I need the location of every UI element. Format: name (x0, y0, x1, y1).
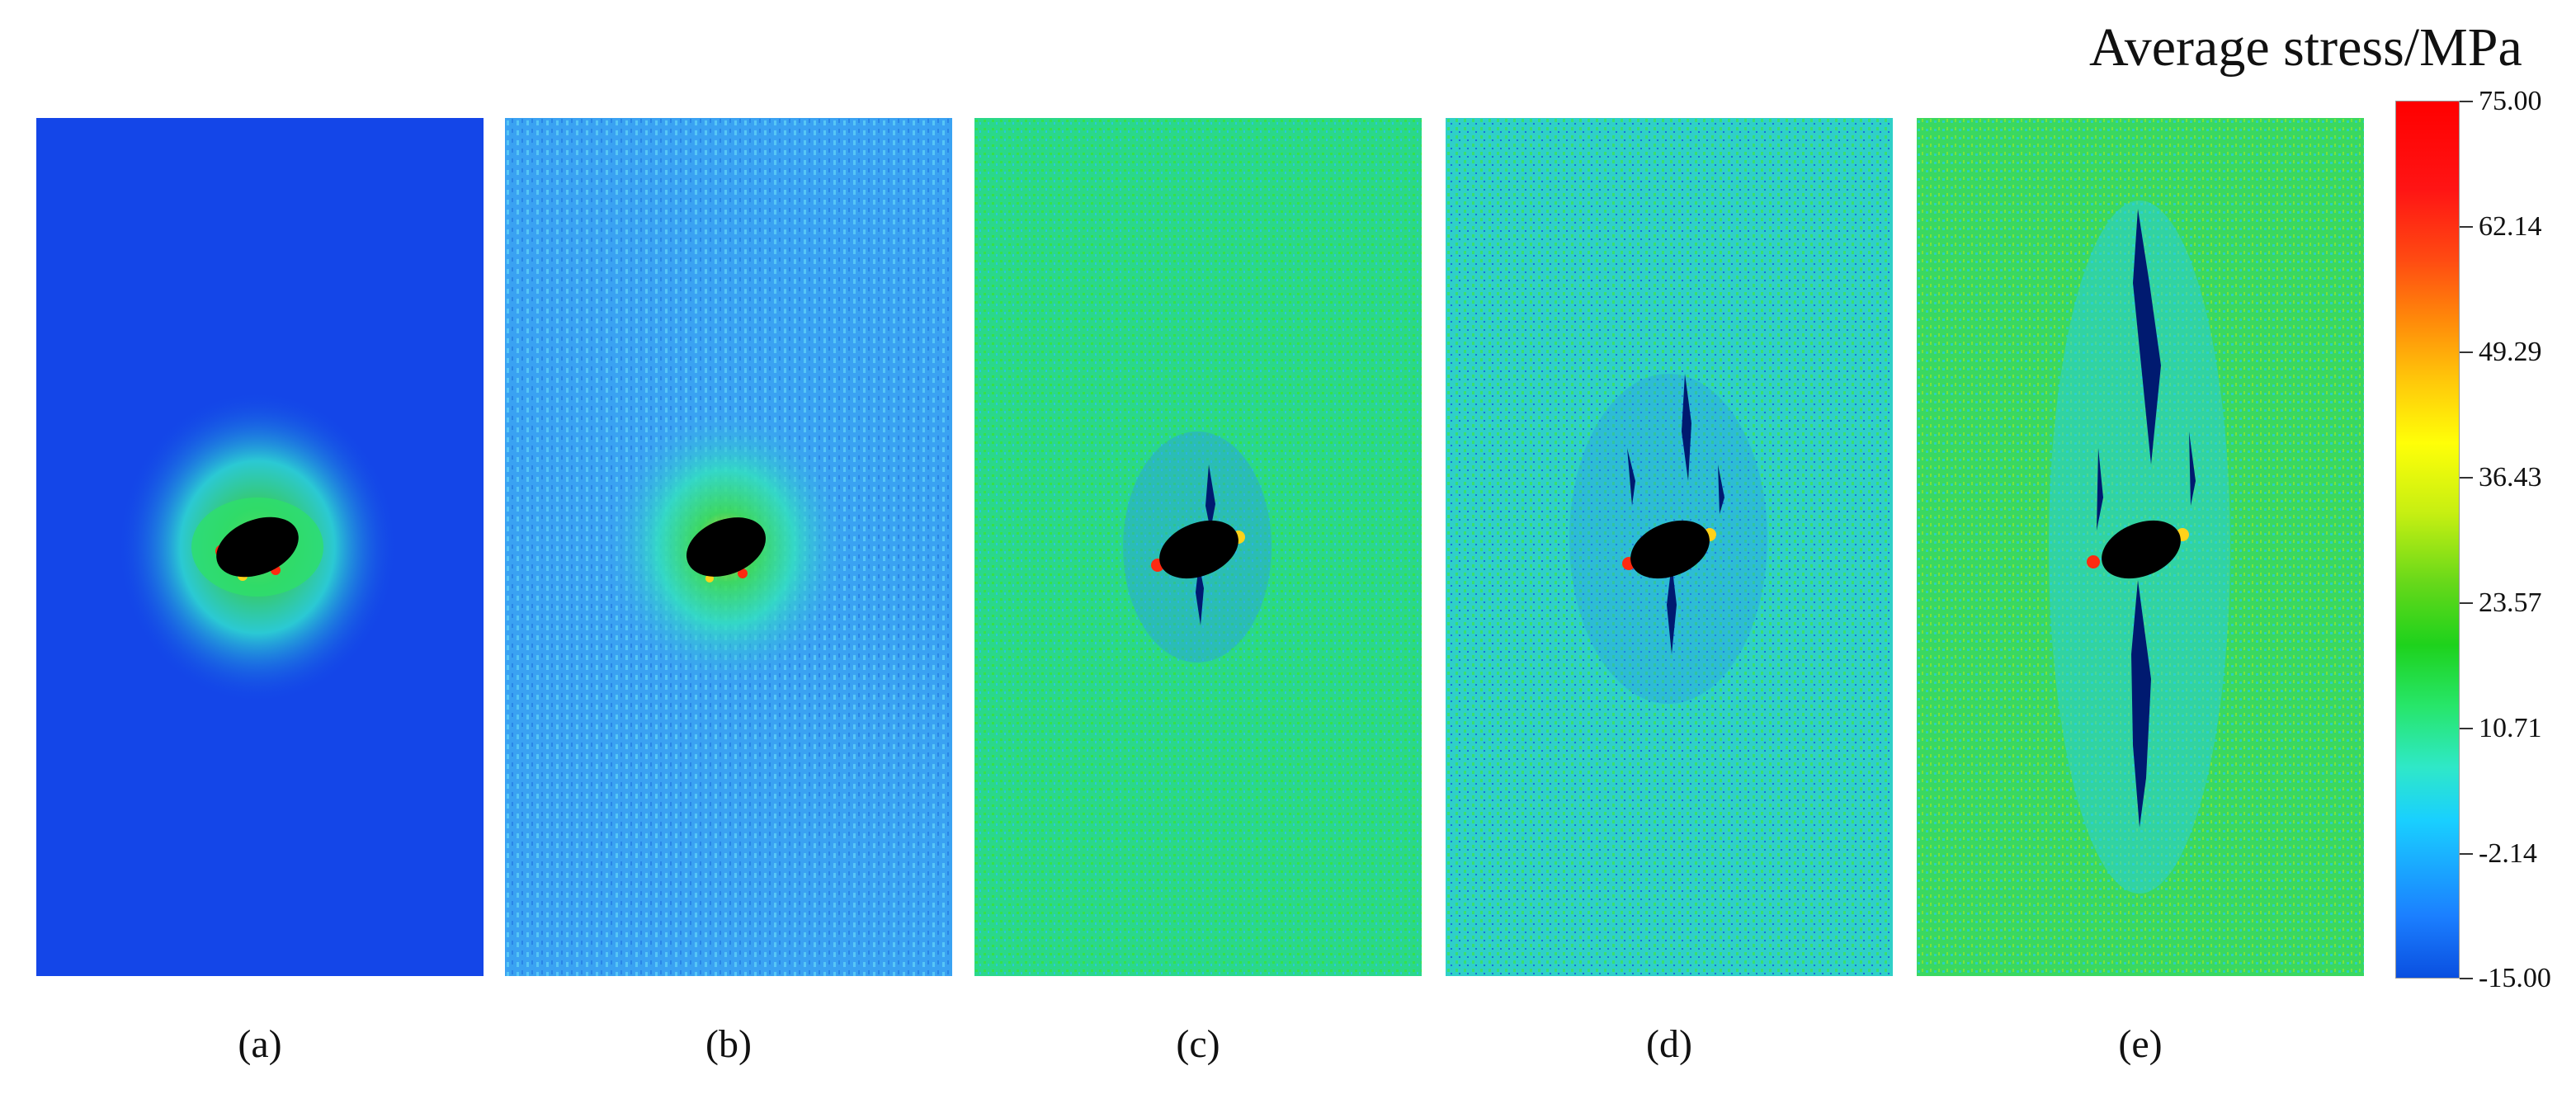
crack-upper (2133, 209, 2161, 465)
colorbar-tick-label: 62.14 (2479, 211, 2542, 242)
hole (1630, 520, 1710, 579)
colorbar-tick-label: 10.71 (2479, 713, 2542, 743)
colorbar-tick (2460, 226, 2473, 228)
colorbar-tick (2460, 602, 2473, 604)
colorbar-tick-label: -15.00 (2479, 963, 2551, 993)
crack-lower (2131, 580, 2151, 828)
stress-map-d (1446, 118, 1893, 976)
stress-map-b (505, 118, 952, 976)
panel-label-d: (d) (1646, 1022, 1692, 1066)
colorbar-title: Average stress/MPa (2089, 17, 2522, 78)
colorbar-tick (2460, 853, 2473, 855)
hole (686, 517, 766, 577)
panel-label-e: (e) (2118, 1022, 2163, 1066)
stress-map-c (974, 118, 1422, 976)
stress-map-panel-a (36, 118, 484, 976)
stress-map-panel-e (1917, 118, 2364, 976)
colorbar (2395, 101, 2460, 979)
colorbar-tick-label: 23.57 (2479, 587, 2542, 618)
panel-label-c: (c) (1176, 1022, 1220, 1066)
colorbar-tick (2460, 101, 2473, 102)
stress-map-a (36, 118, 484, 976)
panel-label-a: (a) (238, 1022, 282, 1066)
colorbar-tick-label: 49.29 (2479, 337, 2542, 367)
stress-map-panel-b (505, 118, 952, 976)
colorbar-tick (2460, 728, 2473, 729)
colorbar-tick-label: 36.43 (2479, 462, 2542, 493)
hole (2102, 520, 2181, 579)
crack-upper (1205, 465, 1215, 531)
crack-upper (1682, 374, 1691, 481)
crack-lower (1667, 564, 1677, 654)
colorbar-tick-label: 75.00 (2479, 86, 2542, 116)
colorbar-tick-label: -2.14 (2479, 838, 2537, 869)
hole (216, 516, 299, 578)
stress-map-e (1917, 118, 2364, 976)
crack-lower (1196, 564, 1204, 625)
stress-map-panel-d (1446, 118, 1893, 976)
panel-label-b: (b) (705, 1022, 752, 1066)
stress-map-panel-c (974, 118, 1422, 976)
colorbar-tick (2460, 351, 2473, 353)
colorbar-tick (2460, 978, 2473, 979)
hole (1159, 520, 1238, 579)
colorbar-tick (2460, 477, 2473, 479)
